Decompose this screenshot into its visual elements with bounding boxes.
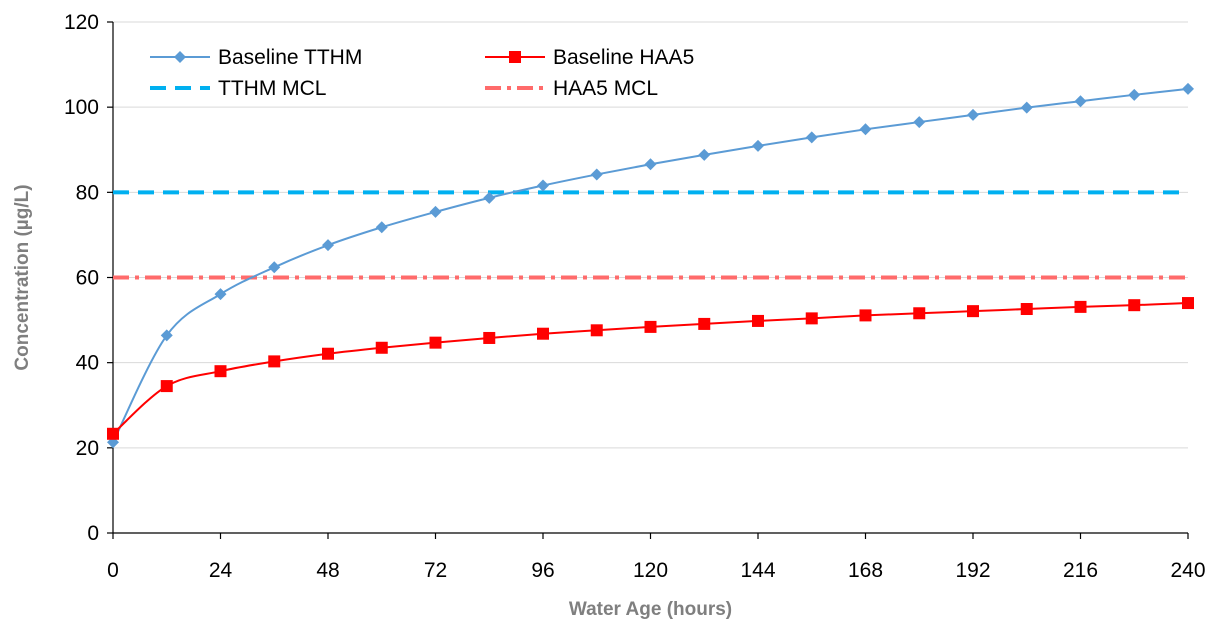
- point-baseline-haa5-228: [1128, 299, 1141, 312]
- series-baseline-tthm: [107, 82, 1194, 449]
- x-tick-label-24: 24: [209, 559, 233, 582]
- legend-swatch-marker-baseline-tthm: [174, 51, 186, 63]
- point-baseline-tthm-192: [967, 108, 979, 121]
- point-baseline-tthm-72: [429, 205, 442, 218]
- point-baseline-tthm-24: [214, 288, 227, 301]
- point-baseline-tthm-216: [1074, 95, 1087, 108]
- x-tick-label-96: 96: [531, 559, 554, 582]
- point-baseline-haa5-0: [107, 427, 119, 440]
- point-baseline-haa5-108: [590, 324, 603, 337]
- point-baseline-haa5-72: [429, 336, 442, 349]
- point-baseline-tthm-96: [537, 179, 549, 192]
- legend: Baseline TTHM Baseline HAA5 TTHM MCL HAA5 M…: [150, 46, 694, 100]
- point-baseline-tthm-132: [698, 148, 711, 161]
- point-baseline-haa5-24: [214, 365, 227, 378]
- point-baseline-haa5-216: [1074, 300, 1087, 313]
- point-baseline-haa5-168: [859, 309, 872, 322]
- tick-labels: 0 20 40 60 80 100 120 0 24 48 72 96 120 144 168 192 216 2…: [64, 11, 1206, 582]
- y-tick-label-80: 80: [76, 181, 99, 204]
- series-layer: [107, 82, 1194, 449]
- y-tick-label-120: 120: [64, 11, 99, 34]
- point-baseline-haa5-48: [322, 347, 334, 360]
- point-baseline-haa5-36: [268, 355, 281, 368]
- x-tick-label-120: 120: [633, 559, 668, 582]
- legend-label-tthm-mcl: TTHM MCL: [218, 77, 327, 100]
- x-axis-title: Water Age (hours): [569, 599, 732, 620]
- y-tick-label-20: 20: [76, 437, 99, 460]
- x-tick-label-72: 72: [424, 559, 447, 582]
- x-tick-label-0: 0: [107, 559, 119, 582]
- y-axis-title: Concentration (µg/L): [12, 184, 33, 370]
- legend-item-tthm-mcl: TTHM MCL: [150, 77, 327, 100]
- point-baseline-tthm-36: [268, 261, 281, 274]
- x-tick-label-168: 168: [848, 559, 883, 582]
- legend-label-haa5-mcl: HAA5 MCL: [553, 77, 658, 100]
- legend-label-baseline-haa5: Baseline HAA5: [553, 46, 694, 69]
- y-tick-label-100: 100: [64, 96, 99, 119]
- point-baseline-haa5-180: [913, 307, 926, 320]
- series-baseline-haa5: [107, 297, 1194, 440]
- x-tick-label-144: 144: [740, 559, 775, 582]
- point-baseline-tthm-168: [859, 123, 872, 136]
- point-baseline-tthm-12: [160, 329, 173, 342]
- y-tick-label-60: 60: [76, 267, 99, 290]
- point-baseline-tthm-180: [913, 116, 926, 129]
- point-baseline-tthm-228: [1128, 88, 1141, 101]
- point-baseline-tthm-108: [590, 168, 603, 181]
- point-baseline-haa5-240: [1182, 297, 1194, 310]
- point-baseline-tthm-156: [805, 131, 818, 144]
- legend-label-baseline-tthm: Baseline TTHM: [218, 46, 362, 69]
- point-baseline-tthm-84: [483, 191, 496, 204]
- point-baseline-haa5-156: [805, 312, 818, 325]
- x-tick-label-240: 240: [1170, 559, 1205, 582]
- y-tick-label-40: 40: [76, 352, 99, 375]
- legend-item-haa5-mcl: HAA5 MCL: [485, 77, 658, 100]
- x-tick-label-216: 216: [1063, 559, 1098, 582]
- point-baseline-haa5-60: [375, 341, 388, 354]
- legend-item-baseline-tthm: Baseline TTHM: [150, 46, 362, 69]
- point-baseline-tthm-144: [752, 139, 764, 152]
- point-baseline-tthm-204: [1020, 101, 1033, 114]
- point-baseline-haa5-12: [160, 380, 173, 393]
- point-baseline-haa5-192: [967, 305, 979, 318]
- point-baseline-haa5-84: [483, 331, 496, 344]
- point-baseline-tthm-48: [322, 239, 334, 252]
- x-tick-label-192: 192: [955, 559, 990, 582]
- legend-item-baseline-haa5: Baseline HAA5: [485, 46, 694, 69]
- x-tick-label-48: 48: [316, 559, 339, 582]
- point-baseline-haa5-96: [537, 327, 549, 340]
- point-baseline-tthm-240: [1182, 82, 1194, 95]
- y-tick-label-0: 0: [87, 522, 99, 545]
- point-baseline-tthm-60: [375, 221, 388, 234]
- point-baseline-haa5-144: [752, 314, 764, 327]
- legend-swatch-marker-baseline-haa5: [509, 51, 521, 63]
- point-baseline-haa5-120: [644, 320, 657, 333]
- point-baseline-haa5-132: [698, 317, 711, 330]
- point-baseline-tthm-120: [644, 158, 657, 171]
- point-baseline-haa5-204: [1020, 303, 1033, 316]
